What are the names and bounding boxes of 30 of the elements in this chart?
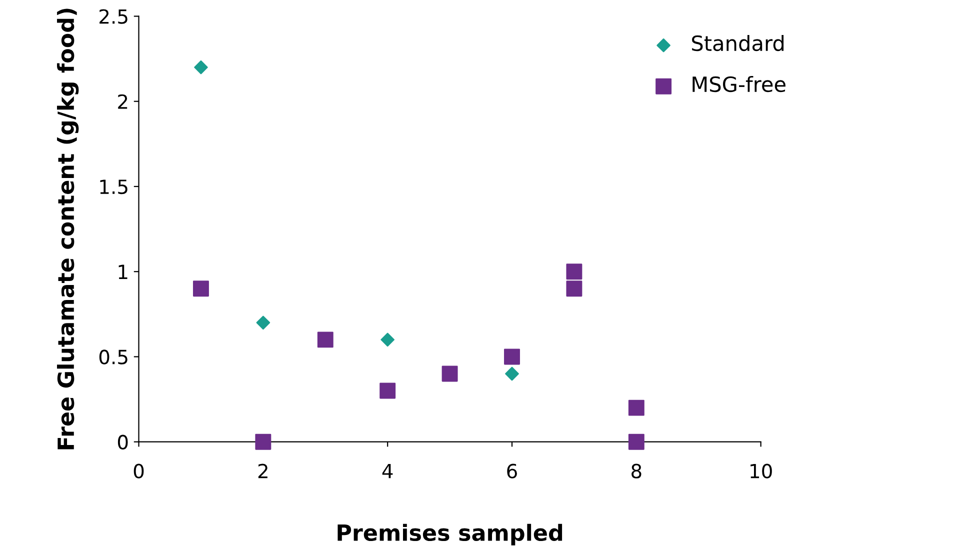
x-tick-label: 8 <box>632 464 642 478</box>
x-tick-label: 0 <box>134 464 144 478</box>
x-tick-label: 2 <box>258 464 268 478</box>
y-tick-label: 2.5 <box>100 9 128 24</box>
point <box>628 434 644 450</box>
x-tick-label: 4 <box>382 464 393 478</box>
point <box>566 280 582 297</box>
point <box>442 366 458 382</box>
legend-label: MSG-free <box>692 76 786 92</box>
y-tick-label: 2 <box>118 94 128 109</box>
point <box>317 332 334 348</box>
point <box>192 280 209 297</box>
y-tick-label: 1 <box>118 264 128 279</box>
point <box>256 316 270 330</box>
legend-label: Standard <box>692 34 784 52</box>
y-tick-label: 0.5 <box>99 350 128 364</box>
x-tick-label: 6 <box>507 464 517 478</box>
x-tick-label: 10 <box>750 464 772 478</box>
point <box>504 348 520 365</box>
point <box>566 264 582 280</box>
point <box>380 332 394 347</box>
y-tick-label: 1.5 <box>100 180 128 194</box>
point <box>505 366 519 381</box>
point <box>380 382 396 399</box>
y-tick-label: 0 <box>118 434 128 450</box>
x-axis-title: Premises sampled <box>338 524 562 546</box>
y-axis-title: Free Glutamate content (g/kg food) <box>56 8 79 450</box>
point <box>255 434 272 450</box>
point <box>628 400 644 416</box>
point <box>194 60 208 74</box>
